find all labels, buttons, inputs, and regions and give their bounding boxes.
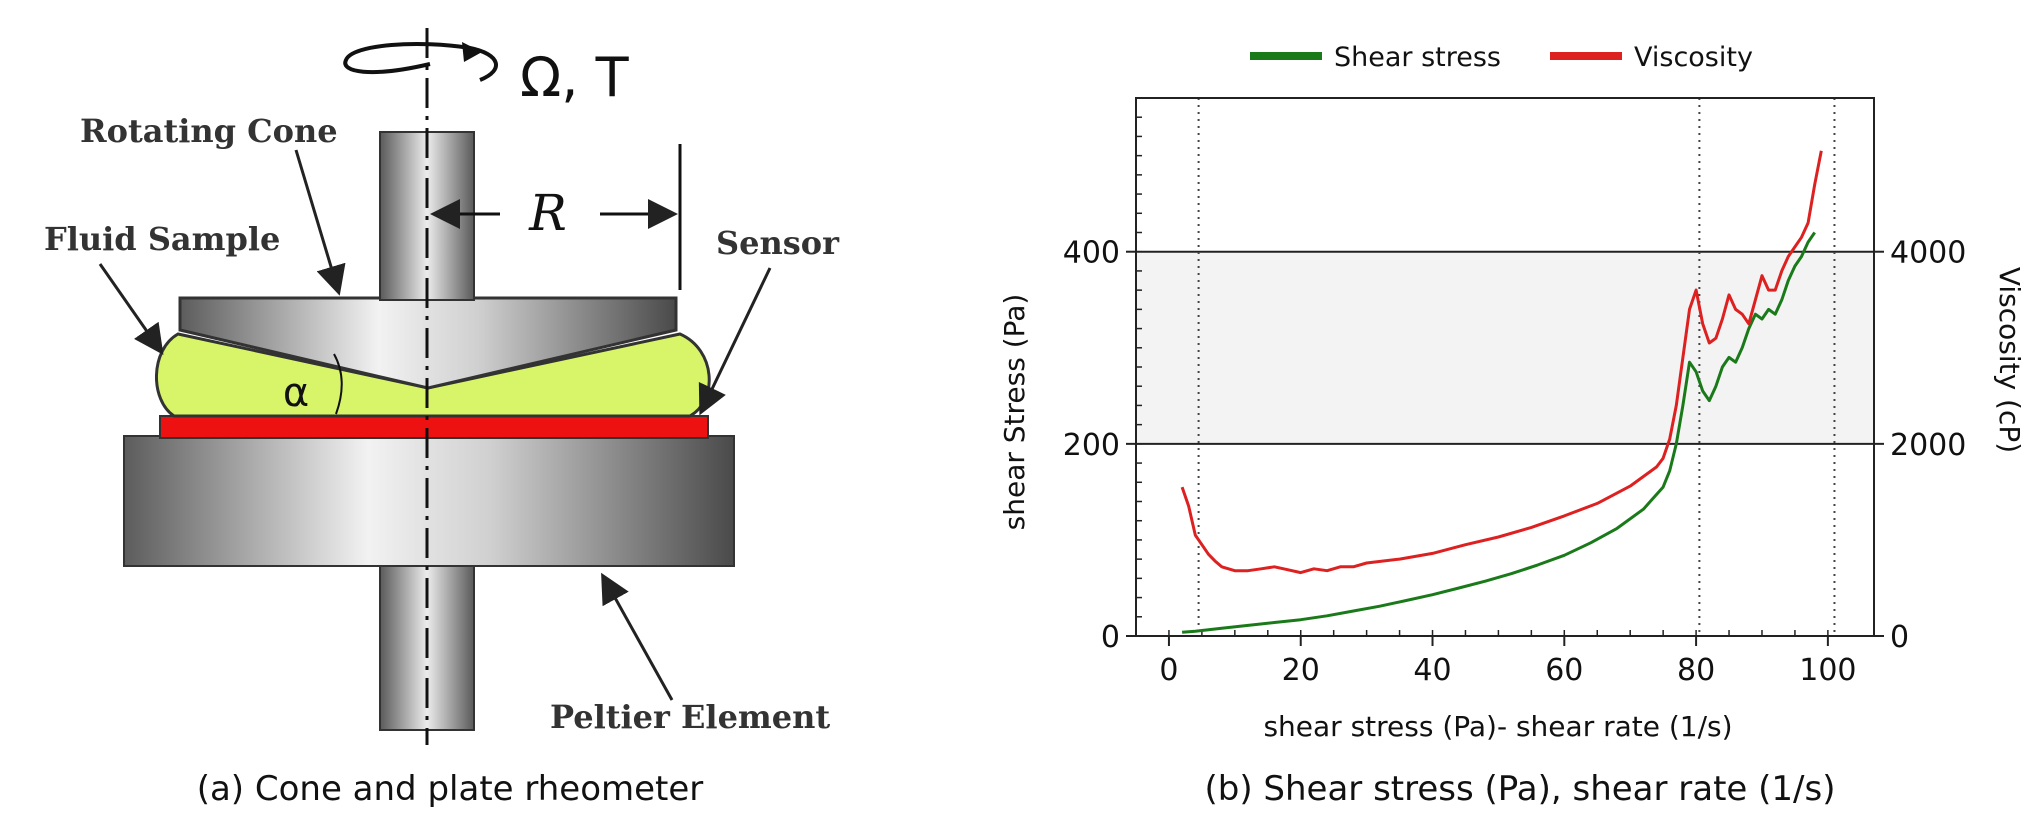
sensor-label: Sensor [716,224,840,262]
series-line-viscosity [1180,150,1823,575]
chart-legend: Shear stress Viscosity [1250,42,1753,73]
x-tick-label: 0 [1159,653,1178,688]
legend-label-viscosity: Viscosity [1634,42,1753,73]
sensor-plate [159,415,709,439]
rotation-label: Ω, T [520,46,630,109]
chart-caption: (b) Shear stress (Pa), shear rate (1/s) [1205,769,1836,809]
rotation-arrowhead-icon [462,42,482,62]
y2-axis-label: Viscosity (cP) [1993,267,2026,453]
x-tick-label: 40 [1413,653,1451,688]
peltier-pointer [601,572,674,701]
y2-tick-label: 0 [1890,620,1909,655]
rotating-cone-pointer [294,149,346,296]
y-axis-label: shear Stress (Pa) [998,294,1031,531]
legend-label-shear-stress: Shear stress [1334,42,1501,73]
chart-area: Shear stress Viscosity 02004000200040000… [998,42,2026,809]
x-tick-label: 60 [1545,653,1583,688]
rheometer-diagram: Ω, T R α Rotating Cone Fluid Sample Sens… [44,28,840,809]
sensor-pointer [698,267,772,416]
y2-tick-label: 2000 [1890,428,1966,463]
y-tick-label: 200 [1063,428,1120,463]
x-tick-label: 80 [1677,653,1715,688]
y-tick-label: 400 [1063,236,1120,271]
angle-arc [333,353,343,415]
radius-label: R [528,184,567,242]
x-axis-label: shear stress (Pa)- shear rate (1/s) [1263,710,1732,743]
rotating-cone-label: Rotating Cone [80,112,338,150]
y-tick-label: 0 [1101,620,1120,655]
peltier-element [123,435,735,567]
fluid-sample-label: Fluid Sample [44,220,280,258]
peltier-element-label: Peltier Element [550,698,830,736]
series-line-shear-stress [1181,231,1816,634]
fluid-sample-pointer [98,263,164,355]
y2-tick-label: 4000 [1890,236,1966,271]
fluid-sample [155,332,711,418]
diagram-caption: (a) Cone and plate rheometer [197,769,704,809]
x-tick-label: 20 [1282,653,1320,688]
shaded-band [1136,251,1874,444]
x-tick-label: 100 [1799,653,1856,688]
angle-label: α [283,370,309,416]
rotation-arrow-icon [343,42,498,82]
